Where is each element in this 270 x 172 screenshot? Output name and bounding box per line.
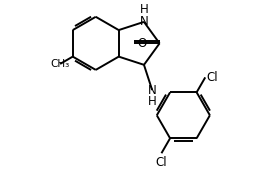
Text: O: O: [137, 37, 147, 50]
Text: N: N: [148, 84, 157, 96]
Text: H: H: [148, 95, 157, 108]
Text: Cl: Cl: [156, 156, 167, 169]
Text: CH₃: CH₃: [50, 59, 70, 69]
Text: N: N: [140, 15, 148, 28]
Text: Cl: Cl: [207, 71, 218, 84]
Text: H: H: [140, 3, 148, 16]
